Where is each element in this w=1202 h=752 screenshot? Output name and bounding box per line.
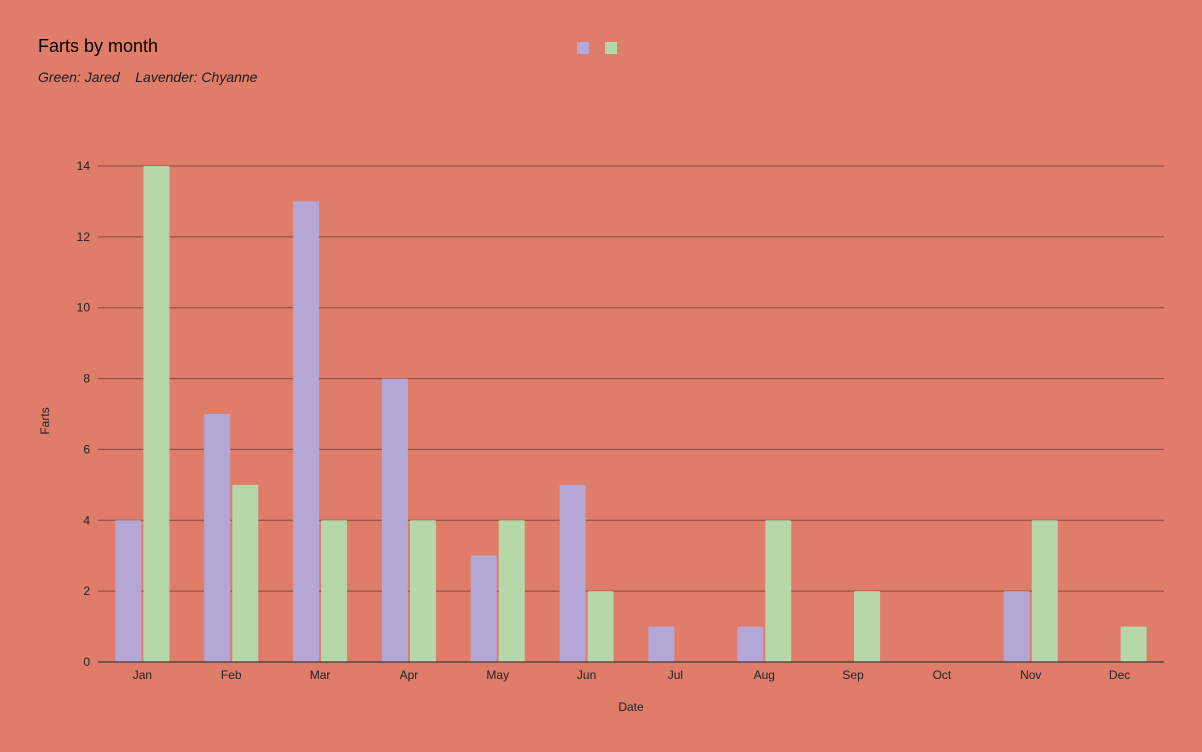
y-tick-label: 14 [77, 159, 91, 173]
x-tick-label: Dec [1109, 668, 1130, 682]
x-tick-label: Oct [933, 668, 952, 682]
bar [115, 520, 142, 662]
x-tick-label: Nov [1020, 668, 1041, 682]
bar [587, 591, 614, 662]
bar [143, 166, 170, 662]
bar [409, 520, 436, 662]
bar [381, 378, 408, 662]
legend-swatch [605, 42, 617, 54]
bar [559, 484, 586, 662]
y-tick-label: 8 [83, 372, 90, 386]
bar [293, 201, 320, 662]
bar [1003, 591, 1030, 662]
chart-subtitle: Green: Jared Lavender: Chyanne [38, 69, 258, 85]
y-axis-title: Farts [38, 407, 52, 434]
y-tick-label: 12 [77, 230, 91, 244]
x-tick-label: May [486, 668, 509, 682]
y-tick-label: 6 [83, 442, 90, 456]
bar [470, 555, 497, 662]
legend-swatch [577, 42, 589, 54]
x-axis-title: Date [618, 700, 644, 714]
bar [498, 520, 525, 662]
x-tick-label: Jun [577, 668, 596, 682]
bar [737, 626, 764, 662]
x-tick-label: Jan [133, 668, 152, 682]
x-tick-label: Feb [221, 668, 242, 682]
bar [1031, 520, 1058, 662]
y-tick-label: 4 [83, 513, 90, 527]
x-tick-label: Jul [668, 668, 683, 682]
y-tick-label: 2 [83, 584, 90, 598]
bar [648, 626, 675, 662]
chart-title: Farts by month [38, 36, 159, 56]
bar [854, 591, 881, 662]
bar [1120, 626, 1147, 662]
bar [232, 484, 259, 662]
bar [204, 414, 231, 662]
x-tick-label: Mar [310, 668, 331, 682]
x-tick-label: Apr [400, 668, 419, 682]
bar [321, 520, 348, 662]
x-tick-label: Aug [754, 668, 775, 682]
x-tick-label: Sep [842, 668, 864, 682]
y-tick-label: 10 [77, 301, 91, 315]
y-tick-label: 0 [83, 655, 90, 669]
bar [765, 520, 792, 662]
